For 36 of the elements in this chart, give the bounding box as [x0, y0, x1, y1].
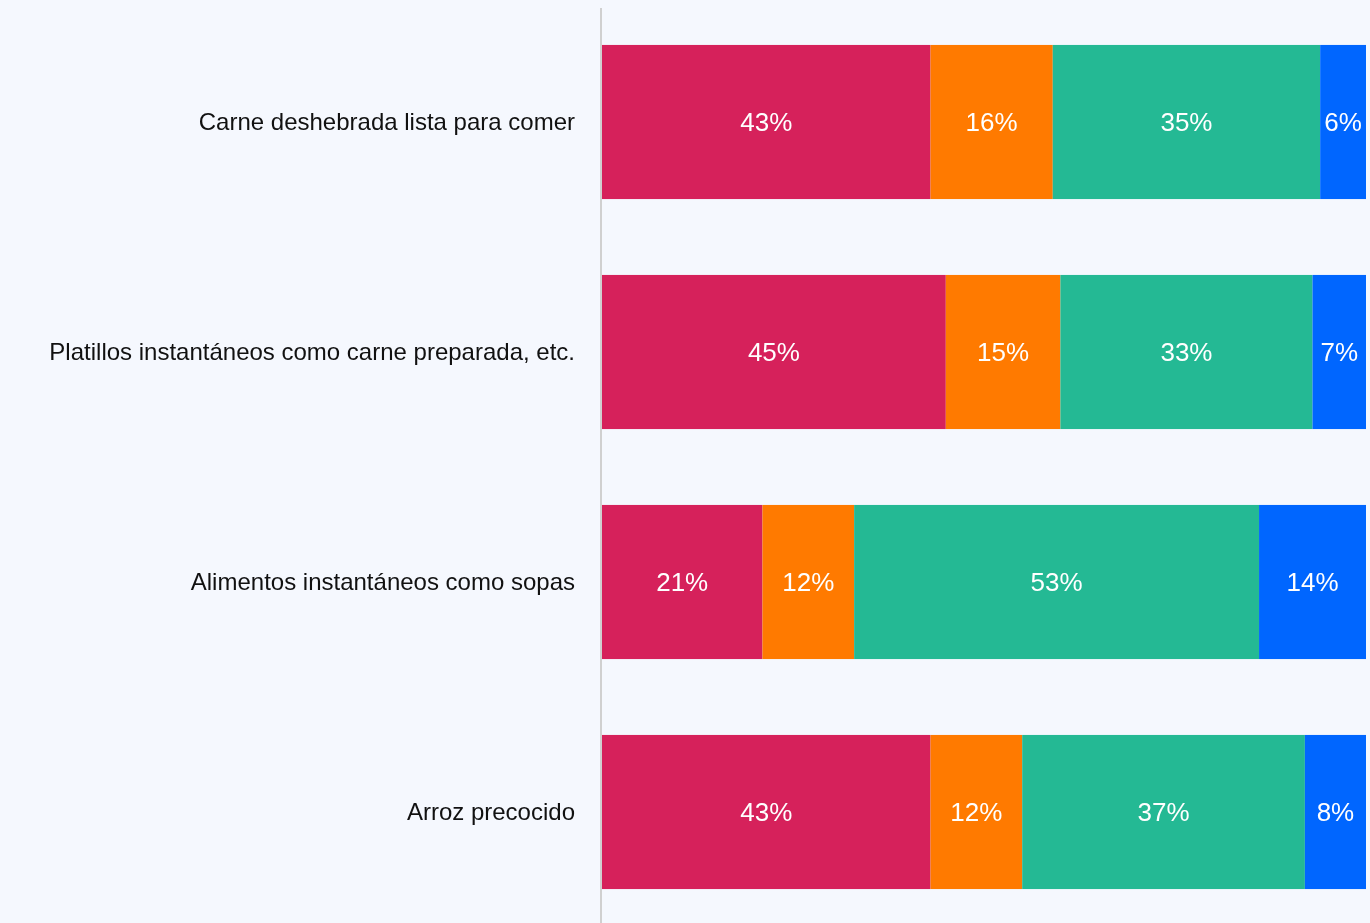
y-tick-label: Alimentos instantáneos como sopas: [190, 568, 575, 596]
data-label: 6%: [1324, 107, 1362, 138]
bar: [602, 734, 931, 890]
bar: [1022, 734, 1305, 890]
bar: [1259, 504, 1366, 660]
data-label: 8%: [1316, 797, 1355, 828]
y-tick-label: Carne deshebrada lista para comer: [198, 108, 575, 136]
data-label: 43%: [740, 797, 793, 828]
bar: [1304, 734, 1366, 890]
bar: [854, 504, 1260, 660]
bar: [1312, 274, 1366, 430]
data-label: 45%: [747, 337, 800, 368]
bar: [602, 44, 931, 200]
data-label: 12%: [782, 567, 835, 598]
data-label: 35%: [1160, 107, 1213, 138]
data-label: 43%: [740, 107, 793, 138]
bar: [602, 274, 946, 430]
bar: [945, 274, 1061, 430]
bar: [930, 734, 1023, 890]
bar: [1060, 274, 1313, 430]
data-label: 37%: [1137, 797, 1190, 828]
data-label: 14%: [1286, 567, 1339, 598]
bar: [762, 504, 855, 660]
bar: [602, 504, 763, 660]
y-tick-label: Arroz precocido: [406, 798, 575, 826]
data-label: 7%: [1320, 337, 1359, 368]
data-label: 12%: [950, 797, 1003, 828]
data-label: 53%: [1030, 567, 1083, 598]
data-label: 33%: [1160, 337, 1213, 368]
bar: [1320, 44, 1366, 200]
data-label: 21%: [656, 567, 709, 598]
bar: [1052, 44, 1321, 200]
bar: [930, 44, 1053, 200]
data-label: 16%: [965, 107, 1018, 138]
data-label: 15%: [977, 337, 1030, 368]
y-tick-label: Platillos instantáneos como carne preparada, etc.: [49, 338, 575, 366]
